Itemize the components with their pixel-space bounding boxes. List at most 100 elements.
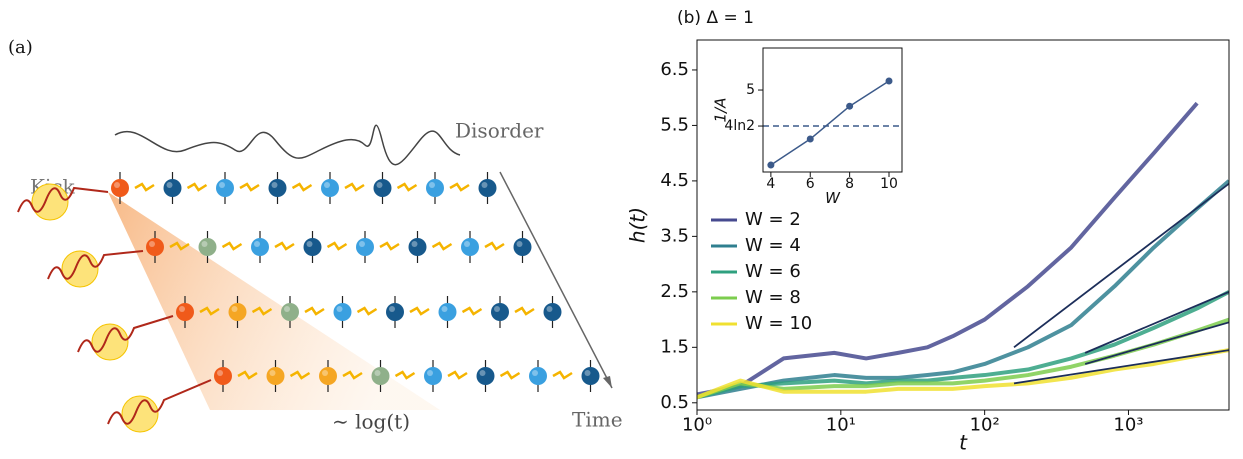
spin	[426, 179, 444, 197]
x-tick-label: 10¹	[826, 414, 856, 435]
spin-highlight	[359, 241, 365, 247]
legend-label: W = 2	[745, 209, 801, 230]
spin	[478, 179, 497, 197]
y-axis-label: h(t)	[626, 207, 650, 243]
spin-highlight	[479, 370, 486, 376]
bond	[514, 306, 535, 316]
bond	[169, 241, 190, 251]
spin-highlight	[114, 182, 120, 188]
spin	[321, 179, 339, 197]
disorder-label: Disorder	[455, 119, 544, 143]
bond	[409, 306, 430, 316]
bond	[461, 306, 483, 316]
spin	[176, 303, 194, 321]
bond	[291, 182, 313, 192]
x-axis-label: W	[825, 189, 841, 207]
kick-wave	[47, 250, 144, 280]
charts: 10⁰ 10¹ 10² 10³ 0.5 1.5 2.5 3.5 4.5 5.5 6.5 (b) Δ =…	[626, 8, 1230, 455]
kick-wave	[17, 186, 109, 213]
spin-highlight	[219, 182, 225, 188]
spin-highlight	[411, 241, 418, 247]
bond	[499, 370, 521, 380]
spin-highlight	[306, 241, 313, 247]
spin-highlight	[464, 241, 470, 247]
bond	[447, 370, 468, 380]
kick-burst	[61, 250, 99, 288]
bond	[186, 182, 208, 192]
spin	[251, 238, 269, 256]
series-line	[697, 290, 1229, 400]
disorder-curve	[114, 124, 461, 166]
spin-highlight	[376, 182, 383, 188]
spin	[543, 303, 562, 321]
y-tick-label: 0.5	[660, 392, 689, 413]
bond	[239, 182, 260, 192]
legend-label: W = 4	[745, 235, 801, 256]
spin-highlight	[231, 306, 238, 312]
spin	[386, 303, 404, 321]
marker	[767, 161, 775, 169]
axes-frame	[762, 47, 903, 173]
bond	[289, 370, 311, 380]
marker	[846, 102, 854, 110]
bond	[396, 182, 418, 192]
plot-area	[763, 48, 902, 172]
fit-line	[1013, 182, 1229, 349]
fit-line	[1084, 291, 1229, 354]
spread-label: ∼ log(t)	[332, 410, 410, 434]
y-tick-label: 3.5	[660, 225, 689, 246]
spin	[491, 303, 509, 321]
panel-label: (a)	[8, 37, 33, 58]
spin	[529, 367, 547, 385]
bond	[394, 370, 416, 380]
legend-label: W = 6	[745, 261, 801, 282]
spin-highlight	[532, 370, 538, 376]
arrowhead	[603, 376, 612, 388]
kick-wave	[77, 315, 174, 353]
x-tick-label: 10⁰	[682, 414, 712, 435]
bond	[274, 241, 295, 251]
y-tick-label: 4.5	[660, 170, 689, 191]
spin	[228, 303, 247, 321]
fit-line	[1013, 349, 1229, 385]
legend-label: W = 10	[745, 313, 812, 334]
time-label: Time	[572, 408, 623, 432]
bond	[221, 241, 243, 251]
spin	[461, 238, 479, 256]
spin	[408, 238, 427, 256]
y-tick-label: 5.5	[660, 114, 689, 135]
bond	[134, 182, 155, 192]
kick-wave	[107, 379, 212, 425]
bond	[552, 370, 573, 380]
legend-label: W = 8	[745, 287, 801, 308]
spread-region	[108, 192, 440, 410]
bond	[344, 182, 365, 192]
x-tick-label: 10³	[1113, 414, 1143, 435]
spin-highlight	[254, 241, 260, 247]
marker	[885, 77, 893, 85]
spin-highlight	[166, 182, 173, 188]
spin	[214, 367, 232, 385]
spin-highlight	[149, 241, 155, 247]
y-tick-label: 2.5	[660, 281, 689, 302]
y-axis-label: 1/A	[712, 98, 730, 123]
series-line	[770, 80, 890, 166]
y-tick-label: 4ln2	[724, 118, 755, 134]
spin-highlight	[201, 241, 208, 247]
spin-highlight	[322, 370, 328, 376]
spin-highlight	[481, 182, 488, 188]
spin	[163, 179, 182, 197]
bond	[342, 370, 363, 380]
marker	[806, 135, 814, 143]
series-line	[697, 348, 1229, 400]
spin	[333, 303, 352, 321]
x-tick-label: 6	[806, 176, 815, 192]
axes-frame	[696, 39, 1230, 411]
spin-highlight	[546, 306, 553, 312]
kick-burst	[91, 323, 129, 361]
spin	[303, 238, 322, 256]
plot	[697, 101, 1229, 400]
spin	[424, 367, 442, 385]
spin-chains	[17, 172, 600, 433]
